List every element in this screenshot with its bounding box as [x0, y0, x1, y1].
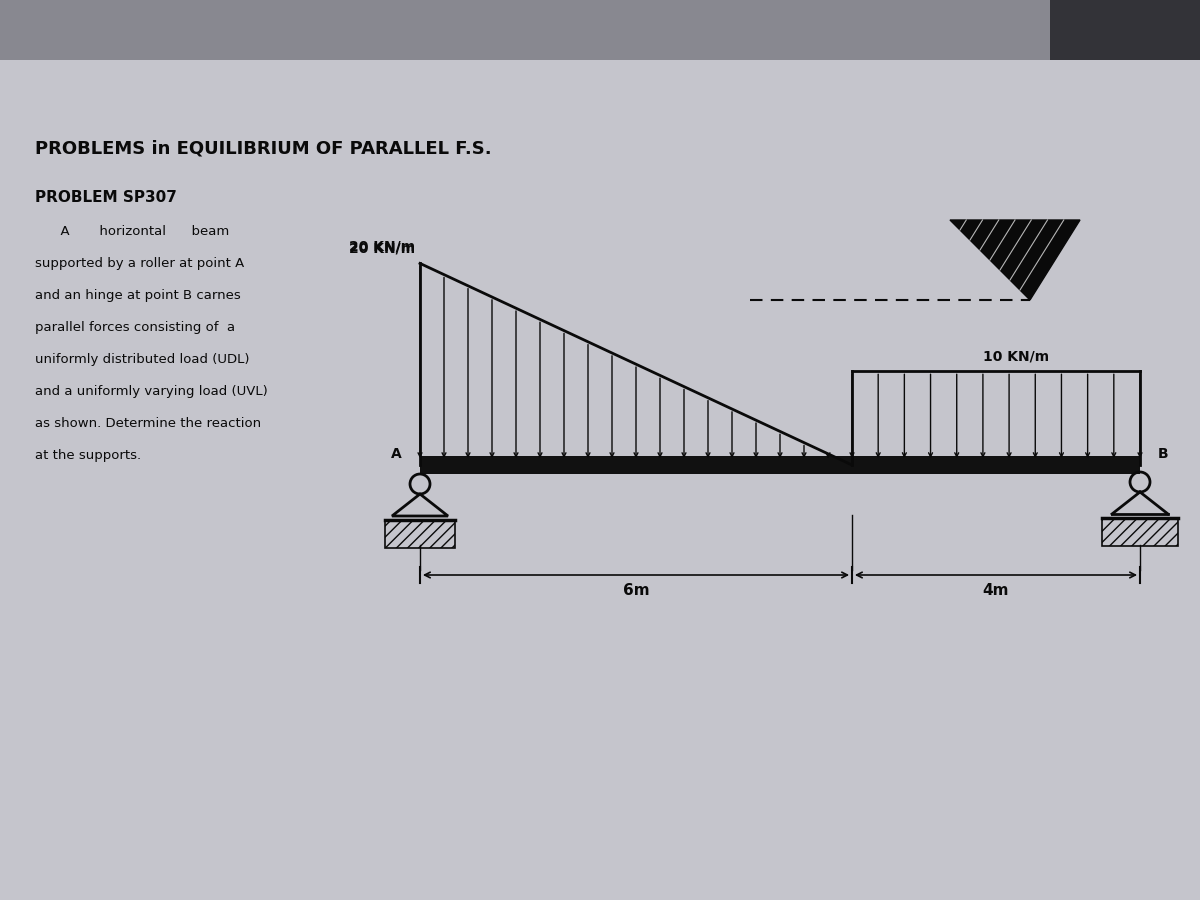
- Text: A: A: [391, 447, 402, 461]
- Bar: [420, 456, 1140, 474]
- Text: A       horizontal      beam: A horizontal beam: [35, 225, 229, 238]
- Text: parallel forces consisting of  a: parallel forces consisting of a: [35, 321, 235, 334]
- Bar: [1050, 0, 1200, 60]
- Text: 6m: 6m: [623, 583, 649, 598]
- Text: at the supports.: at the supports.: [35, 449, 142, 462]
- Text: PROBLEMS in EQUILIBRIUM OF PARALLEL F.S.: PROBLEMS in EQUILIBRIUM OF PARALLEL F.S.: [35, 140, 492, 158]
- Text: 20 KN/m: 20 KN/m: [349, 239, 415, 254]
- Text: as shown. Determine the reaction: as shown. Determine the reaction: [35, 417, 262, 430]
- Bar: [0, 0, 1200, 60]
- Text: PROBLEM SP307: PROBLEM SP307: [35, 190, 176, 205]
- Text: and an hinge at point B carnes: and an hinge at point B carnes: [35, 289, 241, 302]
- Bar: [1102, 518, 1178, 546]
- Text: and a uniformly varying load (UVL): and a uniformly varying load (UVL): [35, 385, 268, 398]
- Text: 4m: 4m: [983, 583, 1009, 598]
- Text: uniformly distributed load (UDL): uniformly distributed load (UDL): [35, 353, 250, 366]
- Polygon shape: [950, 220, 1080, 300]
- Text: 20 KN/m: 20 KN/m: [349, 241, 415, 256]
- Text: 10 KN/m: 10 KN/m: [983, 349, 1049, 364]
- Text: supported by a roller at point A: supported by a roller at point A: [35, 257, 245, 270]
- Bar: [385, 520, 455, 548]
- Text: B: B: [1158, 447, 1169, 461]
